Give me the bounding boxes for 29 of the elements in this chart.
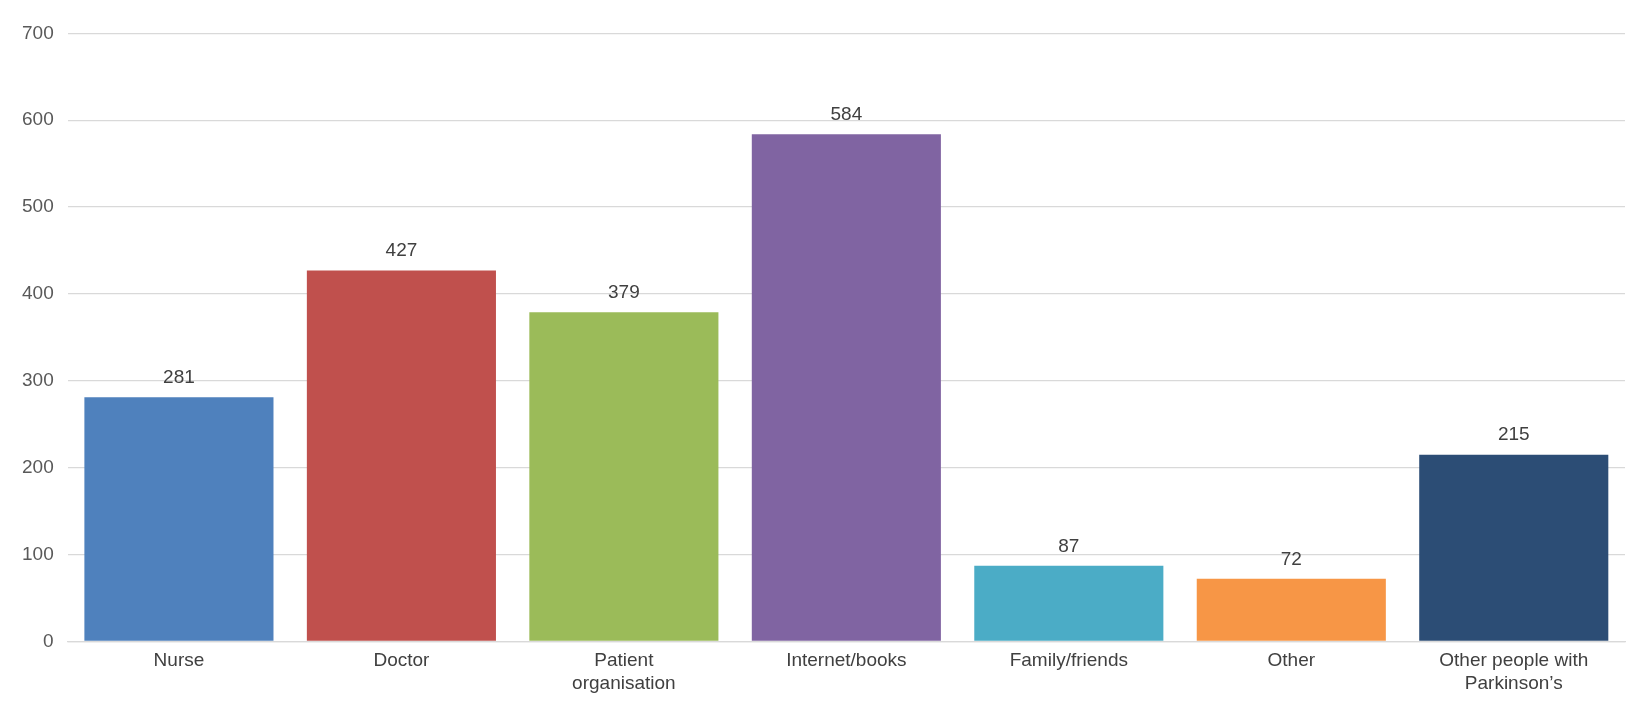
bar (974, 565, 1164, 641)
bar (84, 397, 274, 641)
x-tick-label: Other (1267, 649, 1316, 671)
data-label: 72 (1280, 547, 1302, 569)
data-label: 87 (1058, 534, 1080, 556)
data-label: 379 (608, 280, 640, 302)
y-tick-label: 0 (43, 629, 54, 651)
bar (529, 312, 719, 641)
bar (1419, 454, 1609, 641)
bar (306, 270, 496, 641)
data-label: 584 (830, 102, 863, 124)
y-tick-label: 500 (22, 195, 54, 217)
y-tick-label: 700 (22, 21, 54, 43)
x-tick-label: Other people with Parkinson’s (1439, 649, 1589, 693)
x-tick-label: Internet/books (786, 649, 907, 671)
y-tick-label: 300 (22, 369, 54, 391)
data-label: 281 (163, 366, 195, 388)
y-tick-label: 600 (22, 108, 54, 130)
x-tick-label: Patient organisation (572, 649, 676, 693)
y-tick-label: 400 (22, 282, 54, 304)
data-label: 427 (385, 239, 418, 261)
bar (1196, 578, 1386, 641)
bar (751, 134, 941, 641)
data-label: 215 (1497, 423, 1530, 445)
x-tick-label: Doctor (373, 649, 431, 671)
x-tick-label: Family/friends (1009, 649, 1128, 671)
y-tick-label: 100 (22, 542, 54, 564)
y-tick-label: 200 (22, 455, 54, 477)
x-tick-label: Nurse (153, 649, 205, 671)
